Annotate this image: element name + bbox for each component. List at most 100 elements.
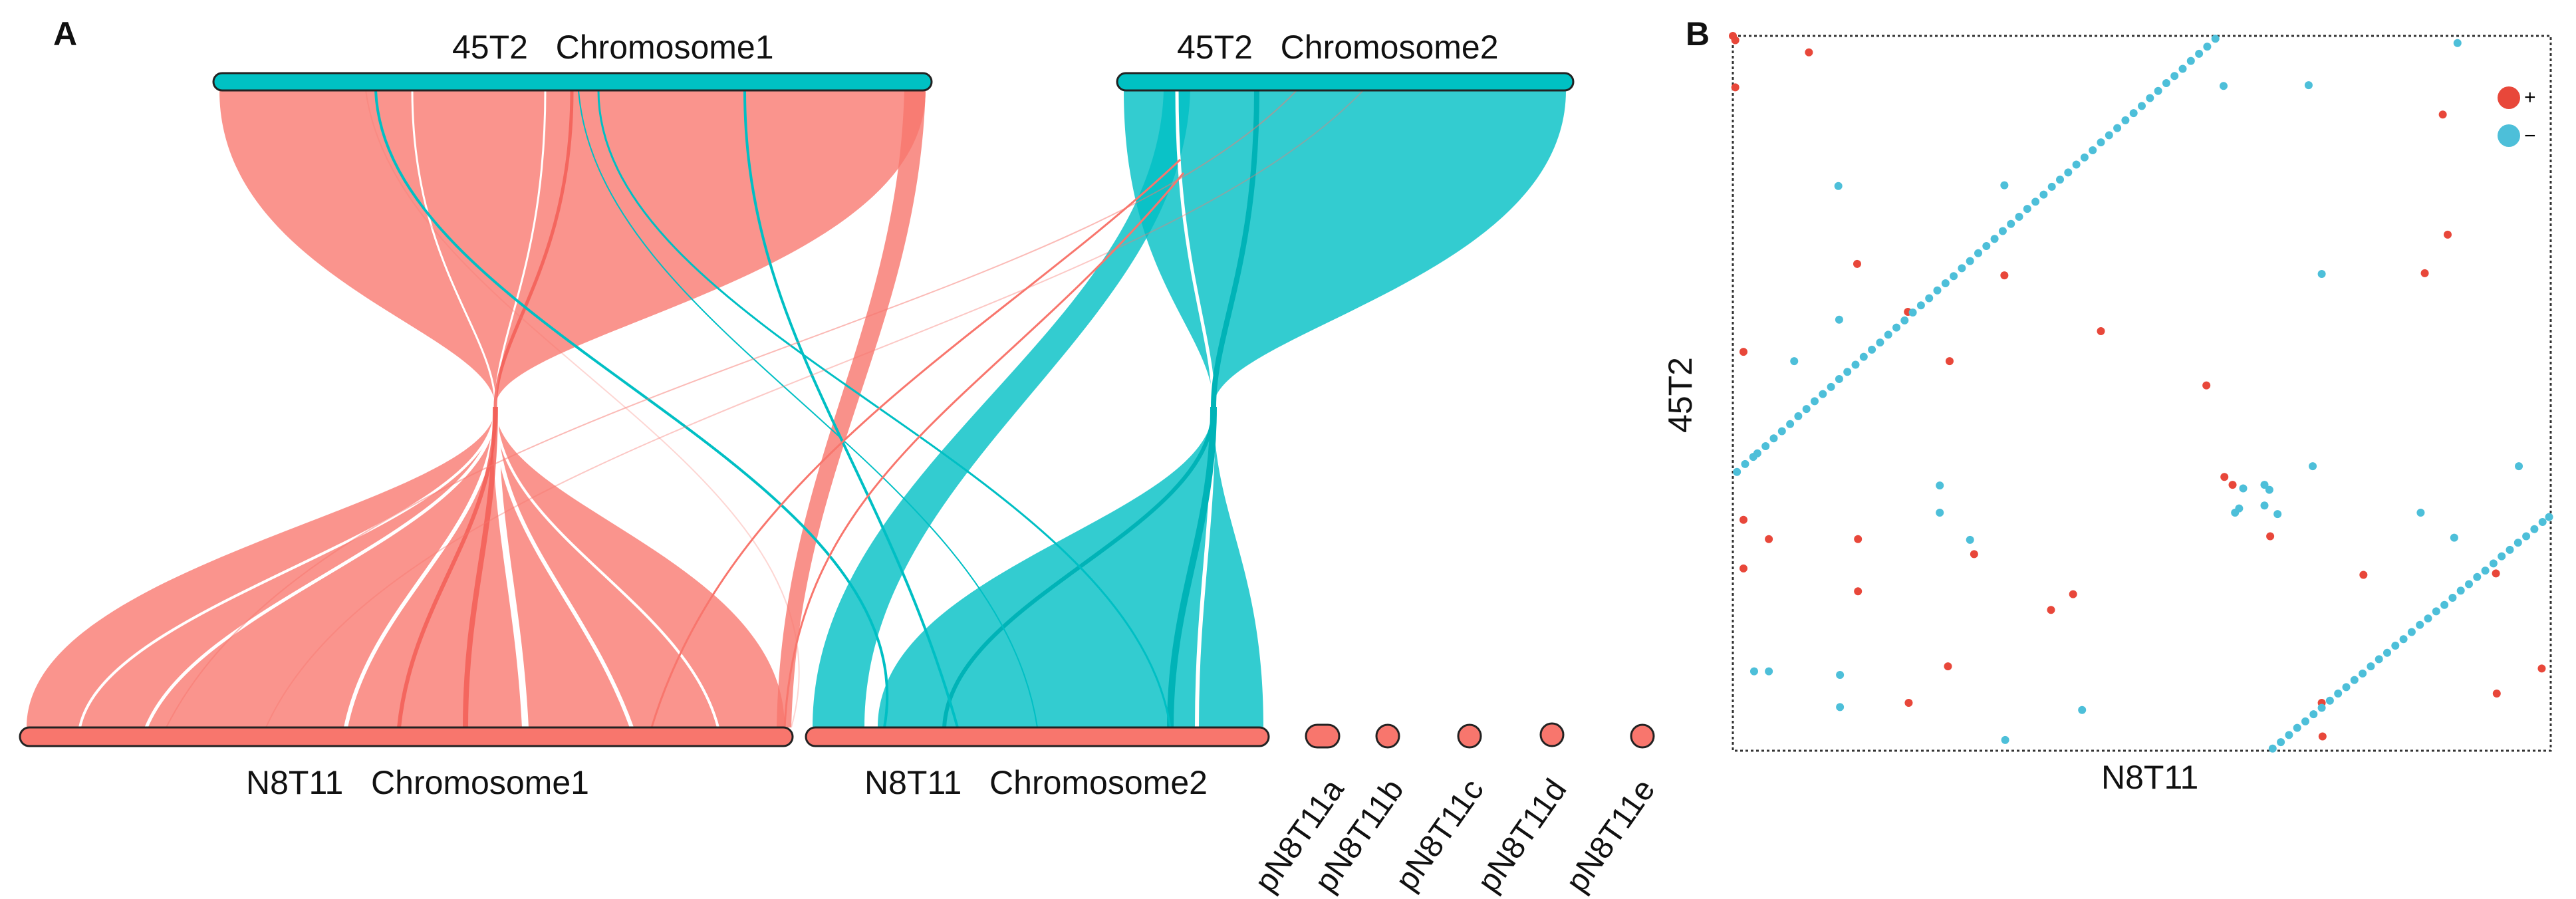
ribbon-teal-band xyxy=(813,90,1190,727)
minus-strand-point xyxy=(2453,39,2462,47)
minus-strand-point xyxy=(2129,109,2138,118)
minus-strand-point xyxy=(2285,731,2293,739)
minus-strand-point xyxy=(2239,484,2248,493)
minus-strand-point xyxy=(1733,467,1741,476)
minus-strand-point xyxy=(2481,567,2490,575)
minus-strand-point xyxy=(1859,352,1868,361)
plus-strand-point xyxy=(1853,259,1861,268)
minus-strand-point xyxy=(1966,535,1974,544)
minus-strand-point xyxy=(1941,279,1950,287)
plus-strand-point xyxy=(2492,690,2501,698)
dotplot-frame xyxy=(1732,35,2552,752)
minus-strand-point xyxy=(2506,545,2514,554)
legend-plus-marker xyxy=(2498,86,2520,109)
minus-strand-point xyxy=(2325,696,2334,705)
ribbon-chr2-chr2-bottom xyxy=(878,407,1263,727)
ribbon-red-band xyxy=(777,90,926,727)
minus-strand-point xyxy=(2277,738,2285,747)
minus-strand-point xyxy=(2448,593,2457,602)
minus-strand-point xyxy=(2515,462,2523,471)
minus-strand-point xyxy=(2304,81,2313,90)
minus-strand-point xyxy=(2367,662,2375,671)
minus-strand-point xyxy=(2138,102,2146,110)
minus-strand-point xyxy=(1802,405,1811,414)
minus-strand-point xyxy=(1936,509,1944,517)
minus-strand-point xyxy=(2440,600,2449,609)
minus-strand-point xyxy=(2465,580,2473,588)
minus-strand-point xyxy=(1868,345,1876,354)
minus-strand-point xyxy=(2489,559,2498,568)
minus-strand-point xyxy=(2342,683,2351,692)
minus-strand-point xyxy=(2105,131,2113,140)
minus-strand-point xyxy=(1811,397,1819,406)
minus-strand-point xyxy=(1836,703,1845,711)
plus-strand-point xyxy=(2438,110,2447,119)
minus-strand-point xyxy=(2359,669,2367,678)
plus-strand-point xyxy=(2492,569,2500,578)
minus-strand-point xyxy=(2407,628,2416,636)
minus-strand-point xyxy=(1843,368,1852,376)
plasmid-c xyxy=(1457,723,1482,749)
minus-strand-point xyxy=(2080,153,2089,162)
minus-strand-point xyxy=(1900,316,1909,324)
minus-strand-point xyxy=(2375,655,2383,664)
dotplot-xlabel: N8T11 xyxy=(2101,759,2199,796)
minus-strand-point xyxy=(2522,532,2531,541)
plus-strand-point xyxy=(1739,564,1747,573)
minus-strand-point xyxy=(2334,690,2343,698)
plus-strand-point xyxy=(1944,662,1952,671)
minus-strand-point xyxy=(1950,272,1958,281)
minus-strand-point xyxy=(1749,667,1758,676)
minus-strand-point xyxy=(2047,182,2056,191)
minus-strand-point xyxy=(2260,501,2269,510)
top-chromosome2-label: 45T2 Chromosome2 xyxy=(1177,29,1499,66)
teal-dark-lines xyxy=(942,90,1259,728)
minus-strand-point xyxy=(2064,168,2073,177)
minus-strand-point xyxy=(2146,94,2154,102)
minus-strand-point xyxy=(1876,338,1884,347)
dotplot-legend: + − xyxy=(2498,86,2536,147)
minus-strand-point xyxy=(1827,382,1835,391)
top-chromosome1-label: 45T2 Chromosome1 xyxy=(452,29,774,66)
plus-strand-point xyxy=(2228,481,2237,489)
dotplot-ylabel: 45T2 xyxy=(1661,357,1699,433)
minus-strand-point xyxy=(1741,459,1749,468)
minus-strand-point xyxy=(2162,78,2170,87)
plus-strand-point xyxy=(2047,606,2055,614)
minus-strand-point xyxy=(2273,510,2282,519)
minus-strand-point xyxy=(1990,235,1999,243)
bottom-chromosome2-bar xyxy=(805,726,1270,747)
minus-strand-point xyxy=(2113,124,2122,132)
minus-strand-point xyxy=(1753,449,1761,457)
minus-strand-point xyxy=(2178,64,2187,73)
synteny-diagram xyxy=(19,72,1655,749)
minus-strand-point xyxy=(2317,704,2326,712)
minus-strand-point xyxy=(1936,481,1944,490)
minus-strand-point xyxy=(1925,294,1934,303)
plasmid-b xyxy=(1375,723,1400,749)
minus-strand-point xyxy=(2391,641,2400,650)
minus-strand-point xyxy=(2211,35,2220,43)
minus-strand-point xyxy=(2399,635,2408,644)
minus-strand-point xyxy=(2121,116,2130,124)
minus-strand-point xyxy=(2089,146,2097,154)
minus-strand-point xyxy=(2350,676,2359,684)
minus-strand-point xyxy=(1835,375,1843,383)
minus-strand-point xyxy=(2072,160,2081,169)
top-chromosome1-bar xyxy=(212,72,933,92)
minus-strand-point xyxy=(2538,518,2547,526)
minus-strand-point xyxy=(1884,330,1892,339)
minus-strand-point xyxy=(1790,357,1799,366)
minus-strand-point xyxy=(1908,309,1917,317)
plus-strand-point xyxy=(1731,36,1739,45)
minus-strand-point xyxy=(2203,43,2212,51)
plus-strand-point xyxy=(1739,515,1747,524)
minus-strand-point xyxy=(1892,323,1900,332)
minus-strand-point xyxy=(2000,181,2009,190)
plus-strand-point xyxy=(1765,535,1773,543)
plus-strand-point xyxy=(2318,732,2327,741)
plus-strand-point xyxy=(1904,698,1913,707)
legend-minus-marker xyxy=(2498,124,2520,147)
plasmid-d xyxy=(1539,722,1565,747)
minus-strand-point xyxy=(2031,197,2040,206)
